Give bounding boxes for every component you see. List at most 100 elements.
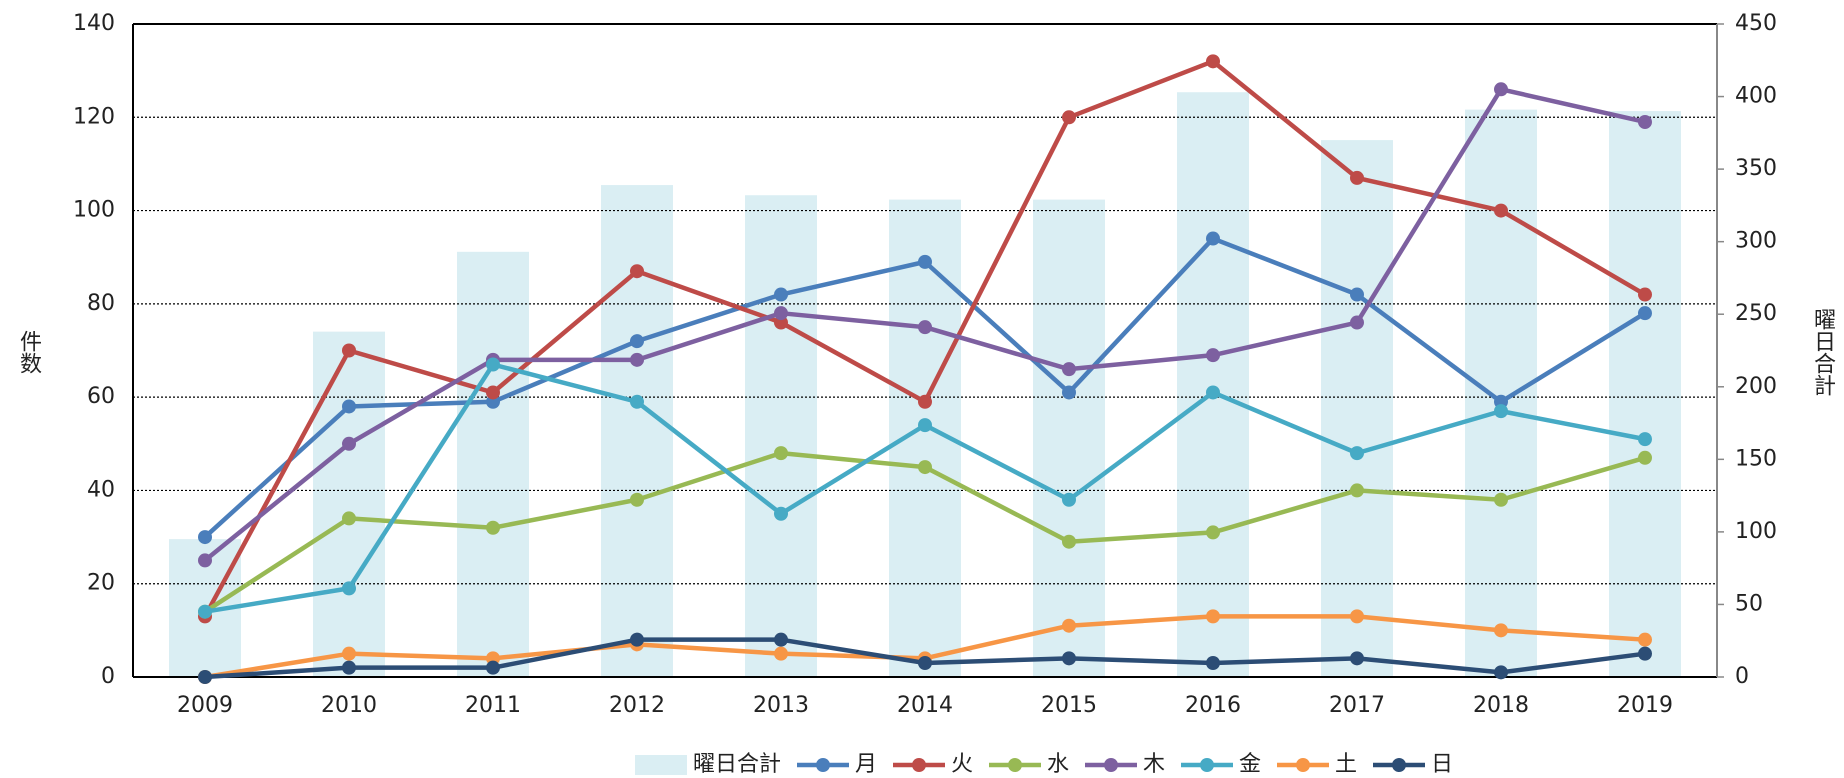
marker (1494, 404, 1508, 419)
legend-marker (1008, 758, 1022, 772)
marker (1638, 450, 1652, 465)
y-tick-label: 140 (73, 11, 115, 36)
x-tick-label: 2012 (609, 693, 665, 718)
legend-label: 曜日合計 (693, 752, 781, 777)
x-tick-label: 2014 (897, 693, 953, 718)
marker (630, 334, 644, 349)
legend-label: 火 (951, 752, 973, 777)
bar (1465, 109, 1537, 678)
y-tick-label: 120 (73, 104, 115, 129)
marker (774, 632, 788, 647)
y2-tick-label: 150 (1735, 446, 1777, 471)
marker (1638, 646, 1652, 661)
marker (1206, 525, 1220, 540)
legend-marker (1200, 758, 1214, 772)
marker (1638, 632, 1652, 647)
marker (1206, 54, 1220, 69)
marker (918, 320, 932, 335)
y2-tick-label: 350 (1735, 156, 1777, 181)
marker (342, 581, 356, 596)
y2-tick-label: 400 (1735, 84, 1777, 109)
marker (1062, 362, 1076, 377)
bar (457, 251, 529, 677)
marker (630, 632, 644, 647)
marker (774, 287, 788, 302)
legend-marker (1296, 758, 1310, 772)
y-tick-label: 40 (87, 477, 115, 502)
x-tick-label: 2016 (1185, 693, 1241, 718)
marker (1350, 170, 1364, 185)
marker (1494, 665, 1508, 680)
bar (745, 195, 817, 677)
legend-label: 土 (1335, 752, 1357, 777)
marker (198, 604, 212, 619)
legend-label: 水 (1047, 752, 1069, 777)
marker (1206, 385, 1220, 400)
x-tick-label: 2017 (1329, 693, 1385, 718)
legend-marker (1392, 758, 1406, 772)
marker (342, 343, 356, 358)
y2-tick-label: 450 (1735, 11, 1777, 36)
marker (630, 394, 644, 409)
x-tick-label: 2019 (1617, 693, 1673, 718)
marker (1206, 656, 1220, 671)
marker (486, 520, 500, 535)
legend-swatch (635, 755, 687, 775)
marker (1350, 609, 1364, 624)
y2-tick-label: 0 (1735, 664, 1749, 689)
x-tick-label: 2013 (753, 693, 809, 718)
x-tick-label: 2015 (1041, 693, 1097, 718)
marker (198, 553, 212, 568)
marker (1206, 231, 1220, 246)
marker (198, 670, 212, 684)
marker (198, 530, 212, 545)
bar (313, 331, 385, 677)
y-tick-label: 20 (87, 571, 115, 596)
marker (1350, 651, 1364, 666)
marker (918, 418, 932, 433)
marker (1350, 287, 1364, 302)
marker (1638, 287, 1652, 302)
y-tick-label: 0 (101, 664, 115, 689)
marker (342, 436, 356, 451)
bar (601, 185, 673, 677)
legend-marker (816, 758, 830, 772)
marker (486, 385, 500, 400)
marker (1638, 114, 1652, 129)
bar (1177, 92, 1249, 678)
marker (1350, 446, 1364, 461)
x-tick-label: 2018 (1473, 693, 1529, 718)
marker (1638, 306, 1652, 321)
marker (918, 656, 932, 671)
marker (918, 394, 932, 409)
legend-marker (1104, 758, 1118, 772)
x-tick-label: 2011 (465, 693, 521, 718)
marker (486, 660, 500, 675)
y-axis-label: 件数 (16, 330, 42, 374)
marker (1494, 82, 1508, 97)
legend-label: 月 (855, 752, 877, 777)
x-tick-label: 2009 (177, 693, 233, 718)
marker (1062, 618, 1076, 633)
marker (1350, 483, 1364, 498)
marker (1494, 203, 1508, 218)
legend-label: 木 (1143, 752, 1165, 777)
y-tick-label: 80 (87, 291, 115, 316)
marker (774, 446, 788, 461)
y-tick-label: 100 (73, 198, 115, 223)
marker (1062, 385, 1076, 400)
y2-tick-label: 300 (1735, 229, 1777, 254)
marker (1062, 110, 1076, 125)
x-tick-label: 2010 (321, 693, 377, 718)
marker (774, 306, 788, 321)
marker (342, 399, 356, 414)
marker (630, 492, 644, 507)
marker (1062, 651, 1076, 666)
marker (342, 646, 356, 661)
y2-tick-label: 50 (1735, 591, 1763, 616)
marker (342, 660, 356, 675)
y2-tick-label: 250 (1735, 301, 1777, 326)
marker (1350, 315, 1364, 330)
marker (1638, 432, 1652, 447)
